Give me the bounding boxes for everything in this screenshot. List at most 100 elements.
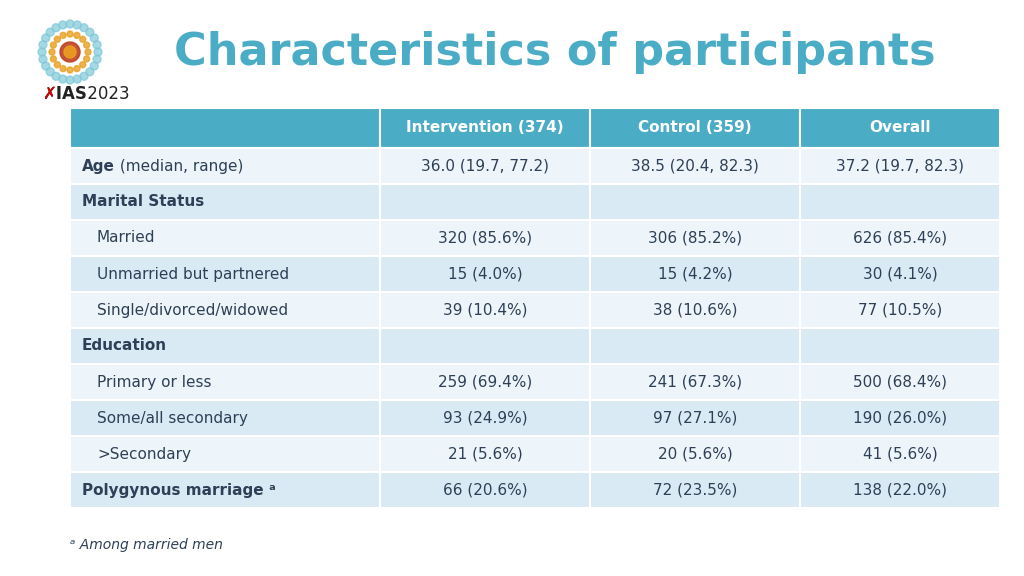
Circle shape (80, 24, 88, 32)
Text: Married: Married (97, 230, 156, 245)
Bar (590, 400, 800, 436)
Bar (800, 108, 1000, 148)
Text: Marital Status: Marital Status (82, 195, 204, 210)
Bar (70, 400, 380, 436)
Text: >Secondary: >Secondary (97, 446, 191, 461)
Text: ✗IAS: ✗IAS (42, 85, 87, 103)
Text: 626 (85.4%): 626 (85.4%) (853, 230, 947, 245)
Circle shape (84, 42, 90, 48)
Text: 190 (26.0%): 190 (26.0%) (853, 411, 947, 426)
Circle shape (93, 55, 101, 63)
Circle shape (85, 49, 91, 55)
Circle shape (49, 49, 55, 55)
Bar (800, 292, 1000, 328)
Text: 20 (5.6%): 20 (5.6%) (657, 446, 732, 461)
Circle shape (80, 36, 86, 42)
Text: 77 (10.5%): 77 (10.5%) (858, 302, 942, 317)
Text: 259 (69.4%): 259 (69.4%) (438, 374, 532, 389)
Text: 15 (4.0%): 15 (4.0%) (447, 267, 522, 282)
Text: Unmarried but partnered: Unmarried but partnered (97, 267, 289, 282)
Bar (70, 328, 380, 364)
Circle shape (84, 56, 90, 62)
Text: Single/divorced/widowed: Single/divorced/widowed (97, 302, 288, 317)
Bar (380, 472, 590, 508)
Circle shape (90, 62, 98, 70)
Bar (380, 436, 590, 472)
Bar (380, 184, 590, 220)
Text: 72 (23.5%): 72 (23.5%) (653, 483, 737, 498)
Circle shape (54, 62, 60, 68)
Bar (70, 148, 380, 184)
Text: 306 (85.2%): 306 (85.2%) (648, 230, 742, 245)
Bar (70, 256, 380, 292)
Bar (70, 184, 380, 220)
Text: (median, range): (median, range) (115, 158, 244, 173)
Text: Education: Education (82, 339, 167, 354)
Circle shape (63, 46, 76, 58)
Text: 15 (4.2%): 15 (4.2%) (657, 267, 732, 282)
Text: 21 (5.6%): 21 (5.6%) (447, 446, 522, 461)
Circle shape (93, 41, 101, 49)
Circle shape (42, 34, 50, 42)
Text: Intervention (374): Intervention (374) (407, 120, 564, 135)
Text: Some/all secondary: Some/all secondary (97, 411, 248, 426)
Bar (380, 364, 590, 400)
Bar (800, 220, 1000, 256)
Bar (590, 220, 800, 256)
Bar (70, 292, 380, 328)
Circle shape (80, 62, 86, 68)
Bar (380, 328, 590, 364)
Text: ᵃ Among married men: ᵃ Among married men (70, 538, 223, 552)
Text: 39 (10.4%): 39 (10.4%) (442, 302, 527, 317)
Text: Control (359): Control (359) (638, 120, 752, 135)
Bar (380, 400, 590, 436)
Circle shape (60, 32, 67, 39)
Bar (590, 256, 800, 292)
Circle shape (90, 34, 98, 42)
Circle shape (46, 68, 54, 76)
Bar (800, 148, 1000, 184)
Circle shape (67, 67, 73, 73)
Text: 241 (67.3%): 241 (67.3%) (648, 374, 742, 389)
Text: 93 (24.9%): 93 (24.9%) (442, 411, 527, 426)
Circle shape (52, 72, 60, 80)
Bar (70, 364, 380, 400)
Bar (590, 148, 800, 184)
Circle shape (50, 42, 56, 48)
Bar (800, 400, 1000, 436)
Bar (380, 108, 590, 148)
Bar (800, 184, 1000, 220)
Circle shape (60, 66, 67, 71)
Text: ✗: ✗ (42, 85, 56, 103)
Text: 320 (85.6%): 320 (85.6%) (438, 230, 532, 245)
Text: 97 (27.1%): 97 (27.1%) (653, 411, 737, 426)
Circle shape (66, 76, 74, 84)
Bar (800, 328, 1000, 364)
Text: 500 (68.4%): 500 (68.4%) (853, 374, 947, 389)
Text: 30 (4.1%): 30 (4.1%) (862, 267, 937, 282)
Text: 138 (22.0%): 138 (22.0%) (853, 483, 947, 498)
Bar (70, 220, 380, 256)
Circle shape (58, 21, 67, 29)
Text: 38.5 (20.4, 82.3): 38.5 (20.4, 82.3) (631, 158, 759, 173)
Circle shape (74, 75, 81, 83)
Text: Polygynous marriage ᵃ: Polygynous marriage ᵃ (82, 483, 275, 498)
Bar (70, 436, 380, 472)
Circle shape (86, 68, 94, 76)
Bar (590, 436, 800, 472)
Bar (590, 108, 800, 148)
Bar (590, 292, 800, 328)
Circle shape (39, 55, 47, 63)
Text: Primary or less: Primary or less (97, 374, 212, 389)
Bar (590, 184, 800, 220)
Circle shape (42, 62, 50, 70)
Circle shape (74, 21, 81, 29)
Circle shape (60, 42, 80, 62)
Circle shape (38, 48, 46, 56)
Circle shape (74, 32, 80, 39)
Text: 2023: 2023 (82, 85, 130, 103)
Text: 36.0 (19.7, 77.2): 36.0 (19.7, 77.2) (421, 158, 549, 173)
Text: 37.2 (19.7, 82.3): 37.2 (19.7, 82.3) (836, 158, 964, 173)
Bar (590, 328, 800, 364)
Bar (590, 364, 800, 400)
